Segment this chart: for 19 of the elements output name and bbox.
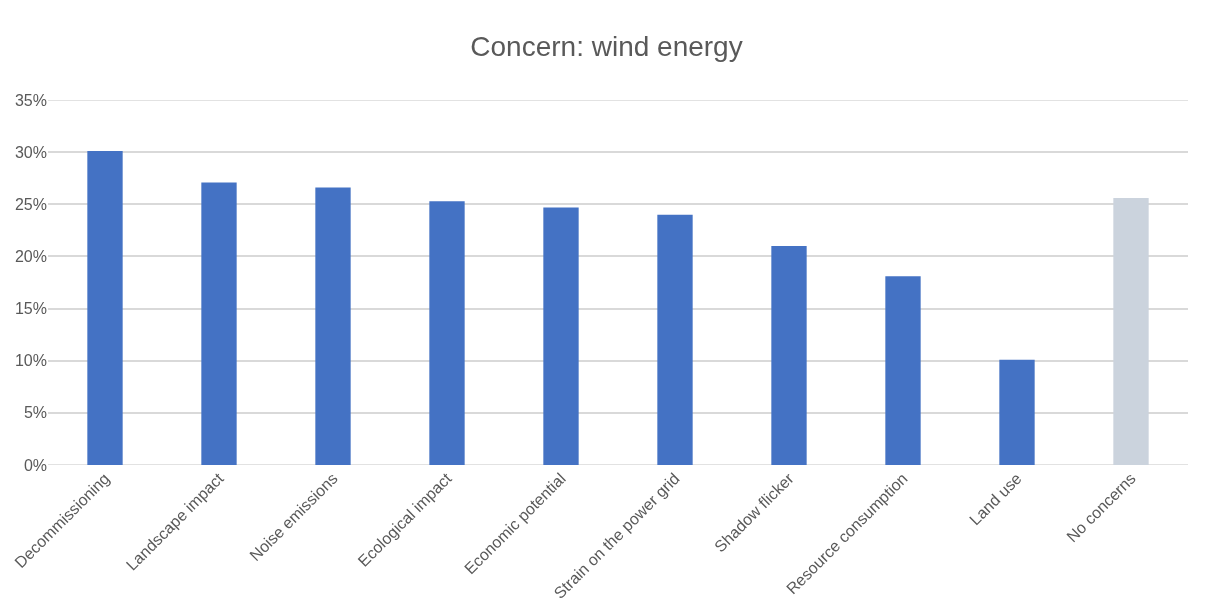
y-tick-label: 15% — [14, 300, 47, 318]
bar — [543, 207, 579, 465]
bar — [87, 151, 123, 465]
bar — [201, 182, 237, 465]
bar — [999, 359, 1035, 465]
y-tick-label: 20% — [14, 248, 47, 266]
bar — [771, 246, 807, 465]
y-tick-label: 10% — [14, 352, 47, 370]
y-tick-label: 25% — [14, 195, 47, 213]
bar — [1113, 198, 1149, 465]
y-tick-label: 30% — [14, 143, 47, 161]
y-tick-label: 0% — [23, 456, 47, 474]
chart-title: Concern: wind energy — [470, 31, 743, 63]
y-tick-label: 35% — [14, 91, 47, 109]
y-tick-label: 5% — [23, 404, 47, 422]
bar — [657, 214, 693, 465]
bar — [885, 276, 921, 465]
bar — [429, 201, 465, 465]
bar — [315, 187, 351, 465]
